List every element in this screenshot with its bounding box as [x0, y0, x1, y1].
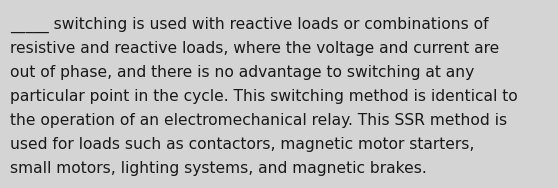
Text: the operation of an electromechanical relay. This SSR method is: the operation of an electromechanical re…	[10, 113, 507, 128]
Text: used for loads such as contactors, magnetic motor starters,: used for loads such as contactors, magne…	[10, 137, 474, 152]
Text: particular point in the cycle. This switching method is identical to: particular point in the cycle. This swit…	[10, 89, 518, 104]
Text: resistive and reactive loads, where the voltage and current are: resistive and reactive loads, where the …	[10, 41, 499, 56]
Text: _____ switching is used with reactive loads or combinations of: _____ switching is used with reactive lo…	[10, 17, 489, 33]
Text: out of phase, and there is no advantage to switching at any: out of phase, and there is no advantage …	[10, 65, 474, 80]
Text: small motors, lighting systems, and magnetic brakes.: small motors, lighting systems, and magn…	[10, 161, 427, 176]
